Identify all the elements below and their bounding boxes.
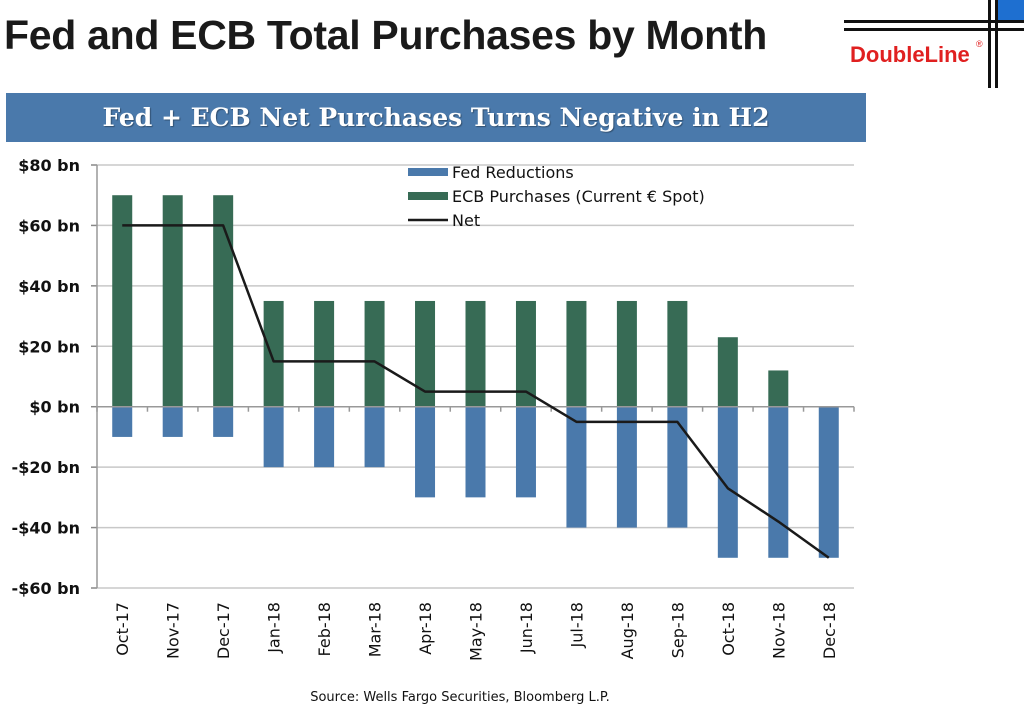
ecb-bar [263,300,284,407]
chart-title-banner: Fed + ECB Net Purchases Turns Negative i… [6,93,866,142]
ecb-bar [566,300,587,407]
doubleline-logo: DoubleLine ® [830,0,1024,100]
fed-bar [768,406,789,558]
ecb-bar [415,300,436,407]
x-tick-label: Oct-17 [113,602,132,656]
fed-bar [162,406,183,437]
x-tick-label: Jul-18 [567,602,586,648]
legend-fed-label: Fed Reductions [452,163,574,182]
y-tick-label: $20 bn [18,337,80,356]
x-tick-label: Jan-18 [265,602,284,654]
ecb-bar [616,300,637,407]
source-note: Source: Wells Fargo Securities, Bloomber… [310,690,610,705]
x-axis: Oct-17 Nov-17 Dec-17 Jan-18 Feb-18 Mar-18 Apr-… [96,405,855,661]
logo-blue-square [998,0,1024,20]
logo-registered-mark: ® [976,39,983,49]
x-tick-label: Nov-18 [769,602,788,659]
fed-bar [314,406,335,468]
ecb-bar [465,300,486,407]
logo-hline-2 [844,28,1024,31]
y-axis: $80 bn $60 bn $40 bn $20 bn $0 bn -$20 bn -$40… [12,156,98,598]
fed-bar [616,406,637,528]
fed-bar [515,406,536,498]
ecb-bar [768,370,789,407]
page-title: Fed and ECB Total Purchases by Month [4,12,767,58]
logo-text: DoubleLine [850,42,970,67]
x-tick-label: Oct-18 [719,602,738,656]
chart-title: Fed + ECB Net Purchases Turns Negative i… [102,103,770,132]
fed-bar [415,406,436,498]
x-tick-label: Dec-18 [820,602,839,659]
ecb-bar [667,300,688,407]
x-tick-label: Mar-18 [366,602,385,657]
ecb-bar [314,300,335,407]
x-tick-label: Jun-18 [517,602,536,654]
ecb-bar [717,337,738,407]
y-tick-label: -$60 bn [12,579,80,598]
ecb-bar [213,195,234,407]
bars [112,195,839,558]
chart: $80 bn $60 bn $40 bn $20 bn $0 bn -$20 bn -$40… [12,156,855,661]
logo-hline-1 [844,20,1024,23]
y-tick-label: -$20 bn [12,458,80,477]
legend-fed-swatch [408,168,448,176]
ecb-bar [162,195,183,407]
fed-bar [213,406,234,437]
logo-vline-2 [995,0,998,88]
legend: Fed Reductions ECB Purchases (Current € S… [408,163,705,230]
fed-bar [364,406,385,468]
fed-bar [112,406,133,437]
legend-ecb-label: ECB Purchases (Current € Spot) [452,187,705,206]
fed-bar [465,406,486,498]
x-tick-label: Aug-18 [618,602,637,659]
y-tick-label: $40 bn [18,277,80,296]
x-tick-label: Nov-17 [164,602,183,659]
logo-vline-1 [988,0,991,88]
x-tick-label: Feb-18 [315,602,334,656]
legend-net-label: Net [452,211,480,230]
fed-bar [818,406,839,558]
ecb-bar [364,300,385,407]
x-tick-label: May-18 [467,602,486,661]
fed-bar [717,406,738,558]
legend-ecb-swatch [408,192,448,200]
doubleline-logo-mark-icon: DoubleLine ® [844,0,1024,88]
x-tick-label: Sep-18 [668,602,687,658]
net-line-layer [122,224,830,559]
x-tick-label: Apr-18 [416,602,435,655]
x-tick-label: Dec-17 [214,602,233,659]
fed-bar [263,406,284,468]
ecb-bar [515,300,536,407]
fed-bar [667,406,688,528]
y-tick-label: $60 bn [18,216,80,235]
ecb-bar [112,195,133,407]
y-tick-label: -$40 bn [12,519,80,538]
y-tick-label: $0 bn [29,398,80,417]
y-tick-label: $80 bn [18,156,80,175]
fed-bar [566,406,587,528]
